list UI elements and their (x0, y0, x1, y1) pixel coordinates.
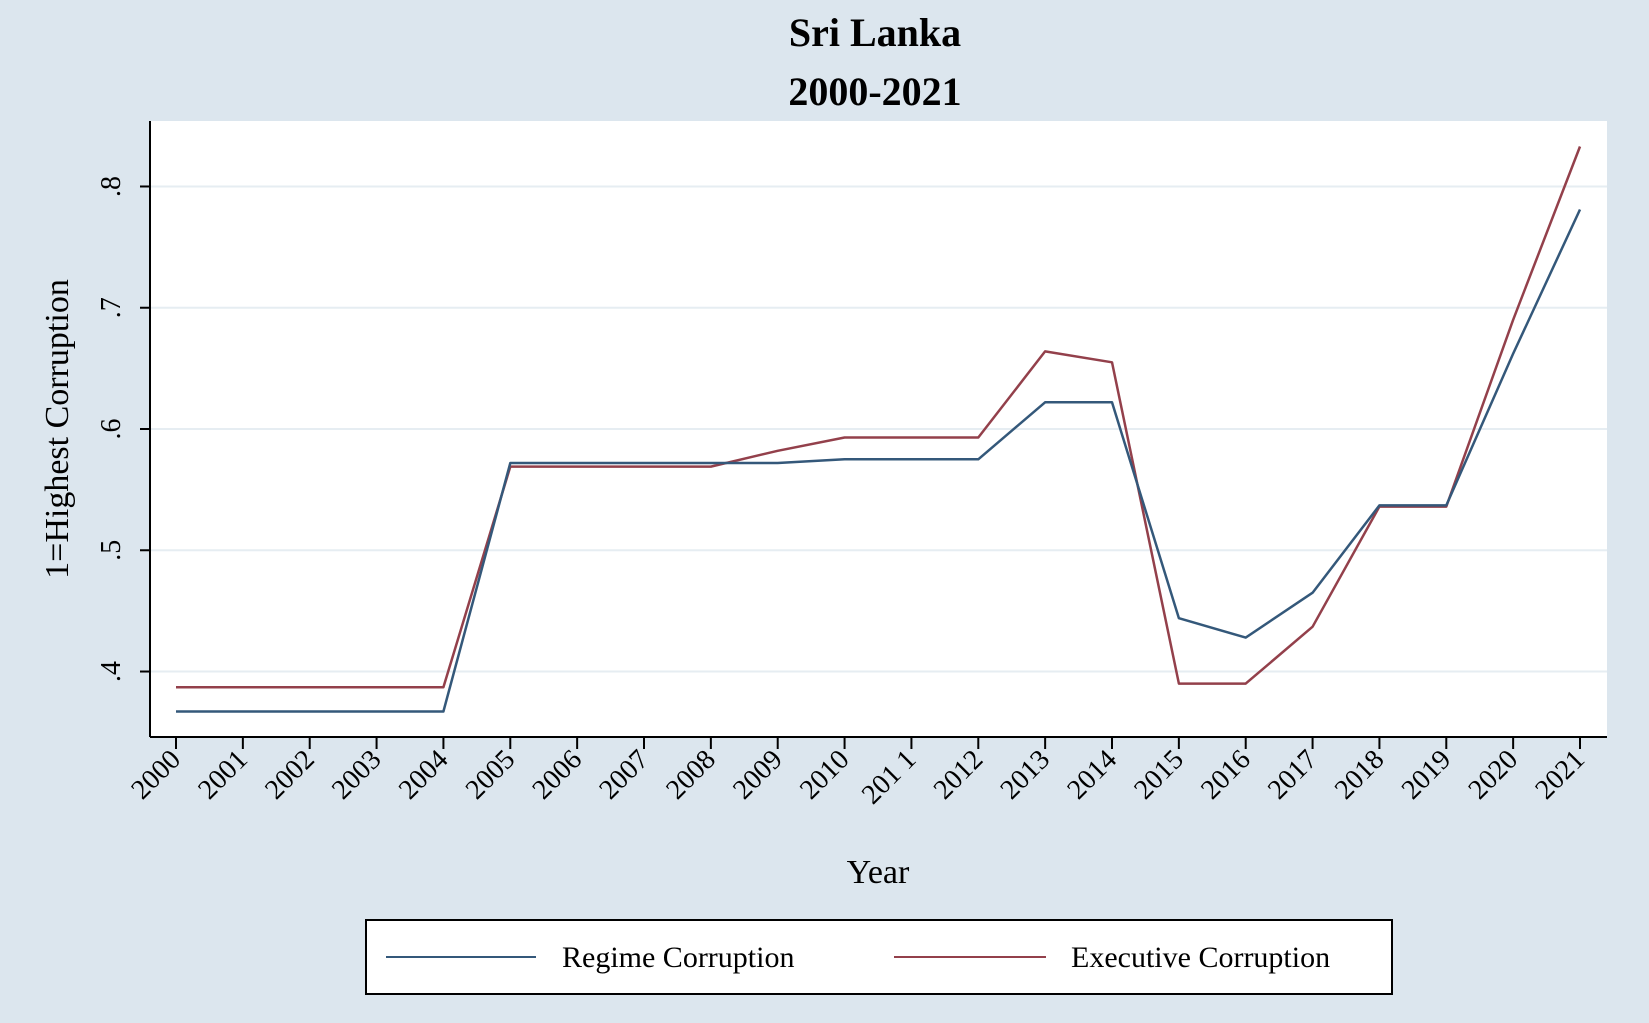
legend-label-regime-corruption: Regime Corruption (562, 941, 794, 974)
y-tick-label-2: .6 (96, 419, 127, 440)
y-tick-label-0: .4 (96, 661, 127, 682)
y-axis-ticks: .4 .5 .6 .7 .8 (96, 176, 150, 682)
y-tick-label-1: .5 (96, 540, 127, 561)
x-axis-title: Year (847, 854, 910, 891)
chart-title: Sri Lanka (789, 10, 961, 55)
y-tick-label-3: .7 (96, 297, 127, 318)
series-lines (176, 146, 1582, 713)
series-line-executive-corruption (176, 146, 1582, 689)
chart-subtitle: 2000-2021 (788, 69, 961, 114)
legend: Regime Corruption Executive Corruption (365, 919, 1393, 995)
y-tick-label-4: .8 (96, 176, 127, 197)
series-line-regime-corruption (176, 208, 1582, 713)
legend-label-executive-corruption: Executive Corruption (1071, 941, 1330, 974)
gridlines (150, 185, 1607, 673)
y-axis-title: 1=Highest Corruption (39, 279, 76, 579)
legend-box (365, 919, 1393, 995)
